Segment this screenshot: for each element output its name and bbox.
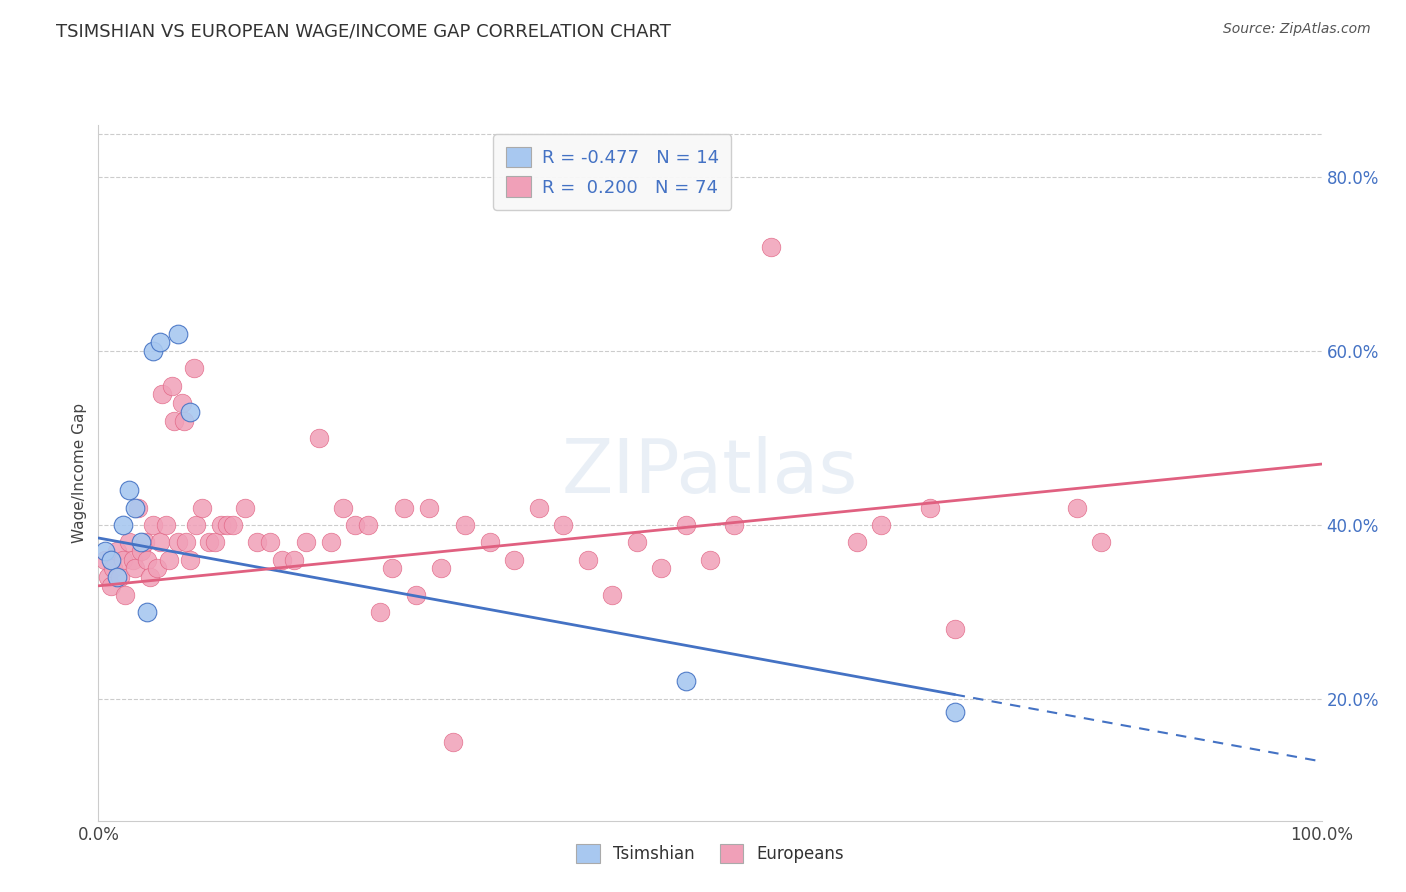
- Point: [124, 561, 146, 575]
- Point: [150, 387, 173, 401]
- Point: [553, 517, 575, 532]
- Point: [146, 561, 169, 575]
- Point: [392, 500, 416, 515]
- Point: [163, 414, 186, 428]
- Point: [405, 587, 427, 601]
- Point: [356, 517, 378, 532]
- Point: [246, 535, 269, 549]
- Point: [176, 535, 198, 549]
- Point: [478, 535, 501, 549]
- Point: [233, 500, 256, 515]
- Text: ZIPatlas: ZIPatlas: [562, 436, 858, 509]
- Point: [454, 517, 477, 532]
- Point: [943, 622, 966, 636]
- Point: [111, 517, 134, 532]
- Point: [259, 535, 281, 549]
- Point: [121, 552, 143, 567]
- Point: [215, 517, 238, 532]
- Point: [129, 535, 152, 549]
- Point: [1066, 500, 1088, 515]
- Point: [149, 335, 172, 350]
- Point: [209, 517, 232, 532]
- Point: [93, 552, 115, 567]
- Point: [381, 561, 404, 575]
- Point: [675, 517, 697, 532]
- Point: [1090, 535, 1112, 549]
- Point: [295, 535, 318, 549]
- Point: [101, 561, 124, 575]
- Point: [186, 517, 208, 532]
- Point: [870, 517, 893, 532]
- Point: [124, 500, 146, 515]
- Point: [418, 500, 440, 515]
- Point: [270, 552, 294, 567]
- Point: [626, 535, 648, 549]
- Point: [167, 326, 190, 341]
- Point: [155, 517, 177, 532]
- Point: [920, 500, 942, 515]
- Point: [167, 535, 190, 549]
- Point: [204, 535, 226, 549]
- Point: [699, 552, 721, 567]
- Point: [723, 517, 745, 532]
- Text: TSIMSHIAN VS EUROPEAN WAGE/INCOME GAP CORRELATION CHART: TSIMSHIAN VS EUROPEAN WAGE/INCOME GAP CO…: [56, 22, 671, 40]
- Point: [173, 414, 195, 428]
- Point: [943, 705, 966, 719]
- Point: [142, 343, 165, 358]
- Point: [139, 570, 162, 584]
- Point: [319, 535, 342, 549]
- Point: [503, 552, 526, 567]
- Point: [368, 605, 391, 619]
- Point: [129, 544, 152, 558]
- Point: [136, 552, 159, 567]
- Point: [93, 544, 115, 558]
- Point: [600, 587, 623, 601]
- Point: [344, 517, 367, 532]
- Point: [110, 570, 132, 584]
- Point: [134, 535, 156, 549]
- Point: [197, 535, 219, 549]
- Point: [222, 517, 245, 532]
- Text: Source: ZipAtlas.com: Source: ZipAtlas.com: [1223, 22, 1371, 37]
- Point: [142, 517, 165, 532]
- Point: [179, 552, 201, 567]
- Point: [170, 396, 193, 410]
- Point: [441, 735, 464, 749]
- Point: [527, 500, 550, 515]
- Point: [100, 552, 122, 567]
- Point: [118, 483, 141, 498]
- Point: [283, 552, 305, 567]
- Legend: Tsimshian, Europeans: Tsimshian, Europeans: [565, 832, 855, 875]
- Point: [118, 535, 141, 549]
- Point: [105, 570, 128, 584]
- Point: [650, 561, 672, 575]
- Point: [127, 500, 149, 515]
- Point: [114, 587, 136, 601]
- Point: [100, 579, 122, 593]
- Point: [157, 552, 180, 567]
- Point: [430, 561, 453, 575]
- Point: [160, 378, 183, 392]
- Point: [675, 674, 697, 689]
- Point: [105, 544, 128, 558]
- Point: [761, 240, 783, 254]
- Point: [97, 570, 120, 584]
- Point: [136, 605, 159, 619]
- Point: [576, 552, 599, 567]
- Point: [845, 535, 868, 549]
- Point: [179, 405, 201, 419]
- Point: [183, 361, 205, 376]
- Point: [308, 431, 330, 445]
- Point: [149, 535, 172, 549]
- Point: [332, 500, 354, 515]
- Point: [111, 552, 134, 567]
- Point: [191, 500, 214, 515]
- Y-axis label: Wage/Income Gap: Wage/Income Gap: [72, 402, 87, 543]
